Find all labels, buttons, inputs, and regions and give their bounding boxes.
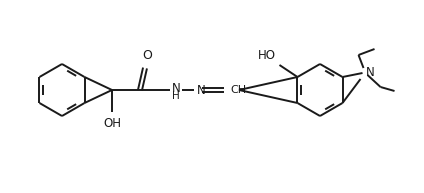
Text: H: H	[172, 91, 180, 101]
Text: N: N	[172, 82, 180, 96]
Text: O: O	[142, 49, 152, 62]
Text: OH: OH	[103, 117, 121, 130]
Text: N: N	[197, 84, 206, 96]
Text: HO: HO	[257, 49, 276, 62]
Text: N: N	[365, 65, 374, 79]
Text: CH: CH	[230, 85, 246, 95]
